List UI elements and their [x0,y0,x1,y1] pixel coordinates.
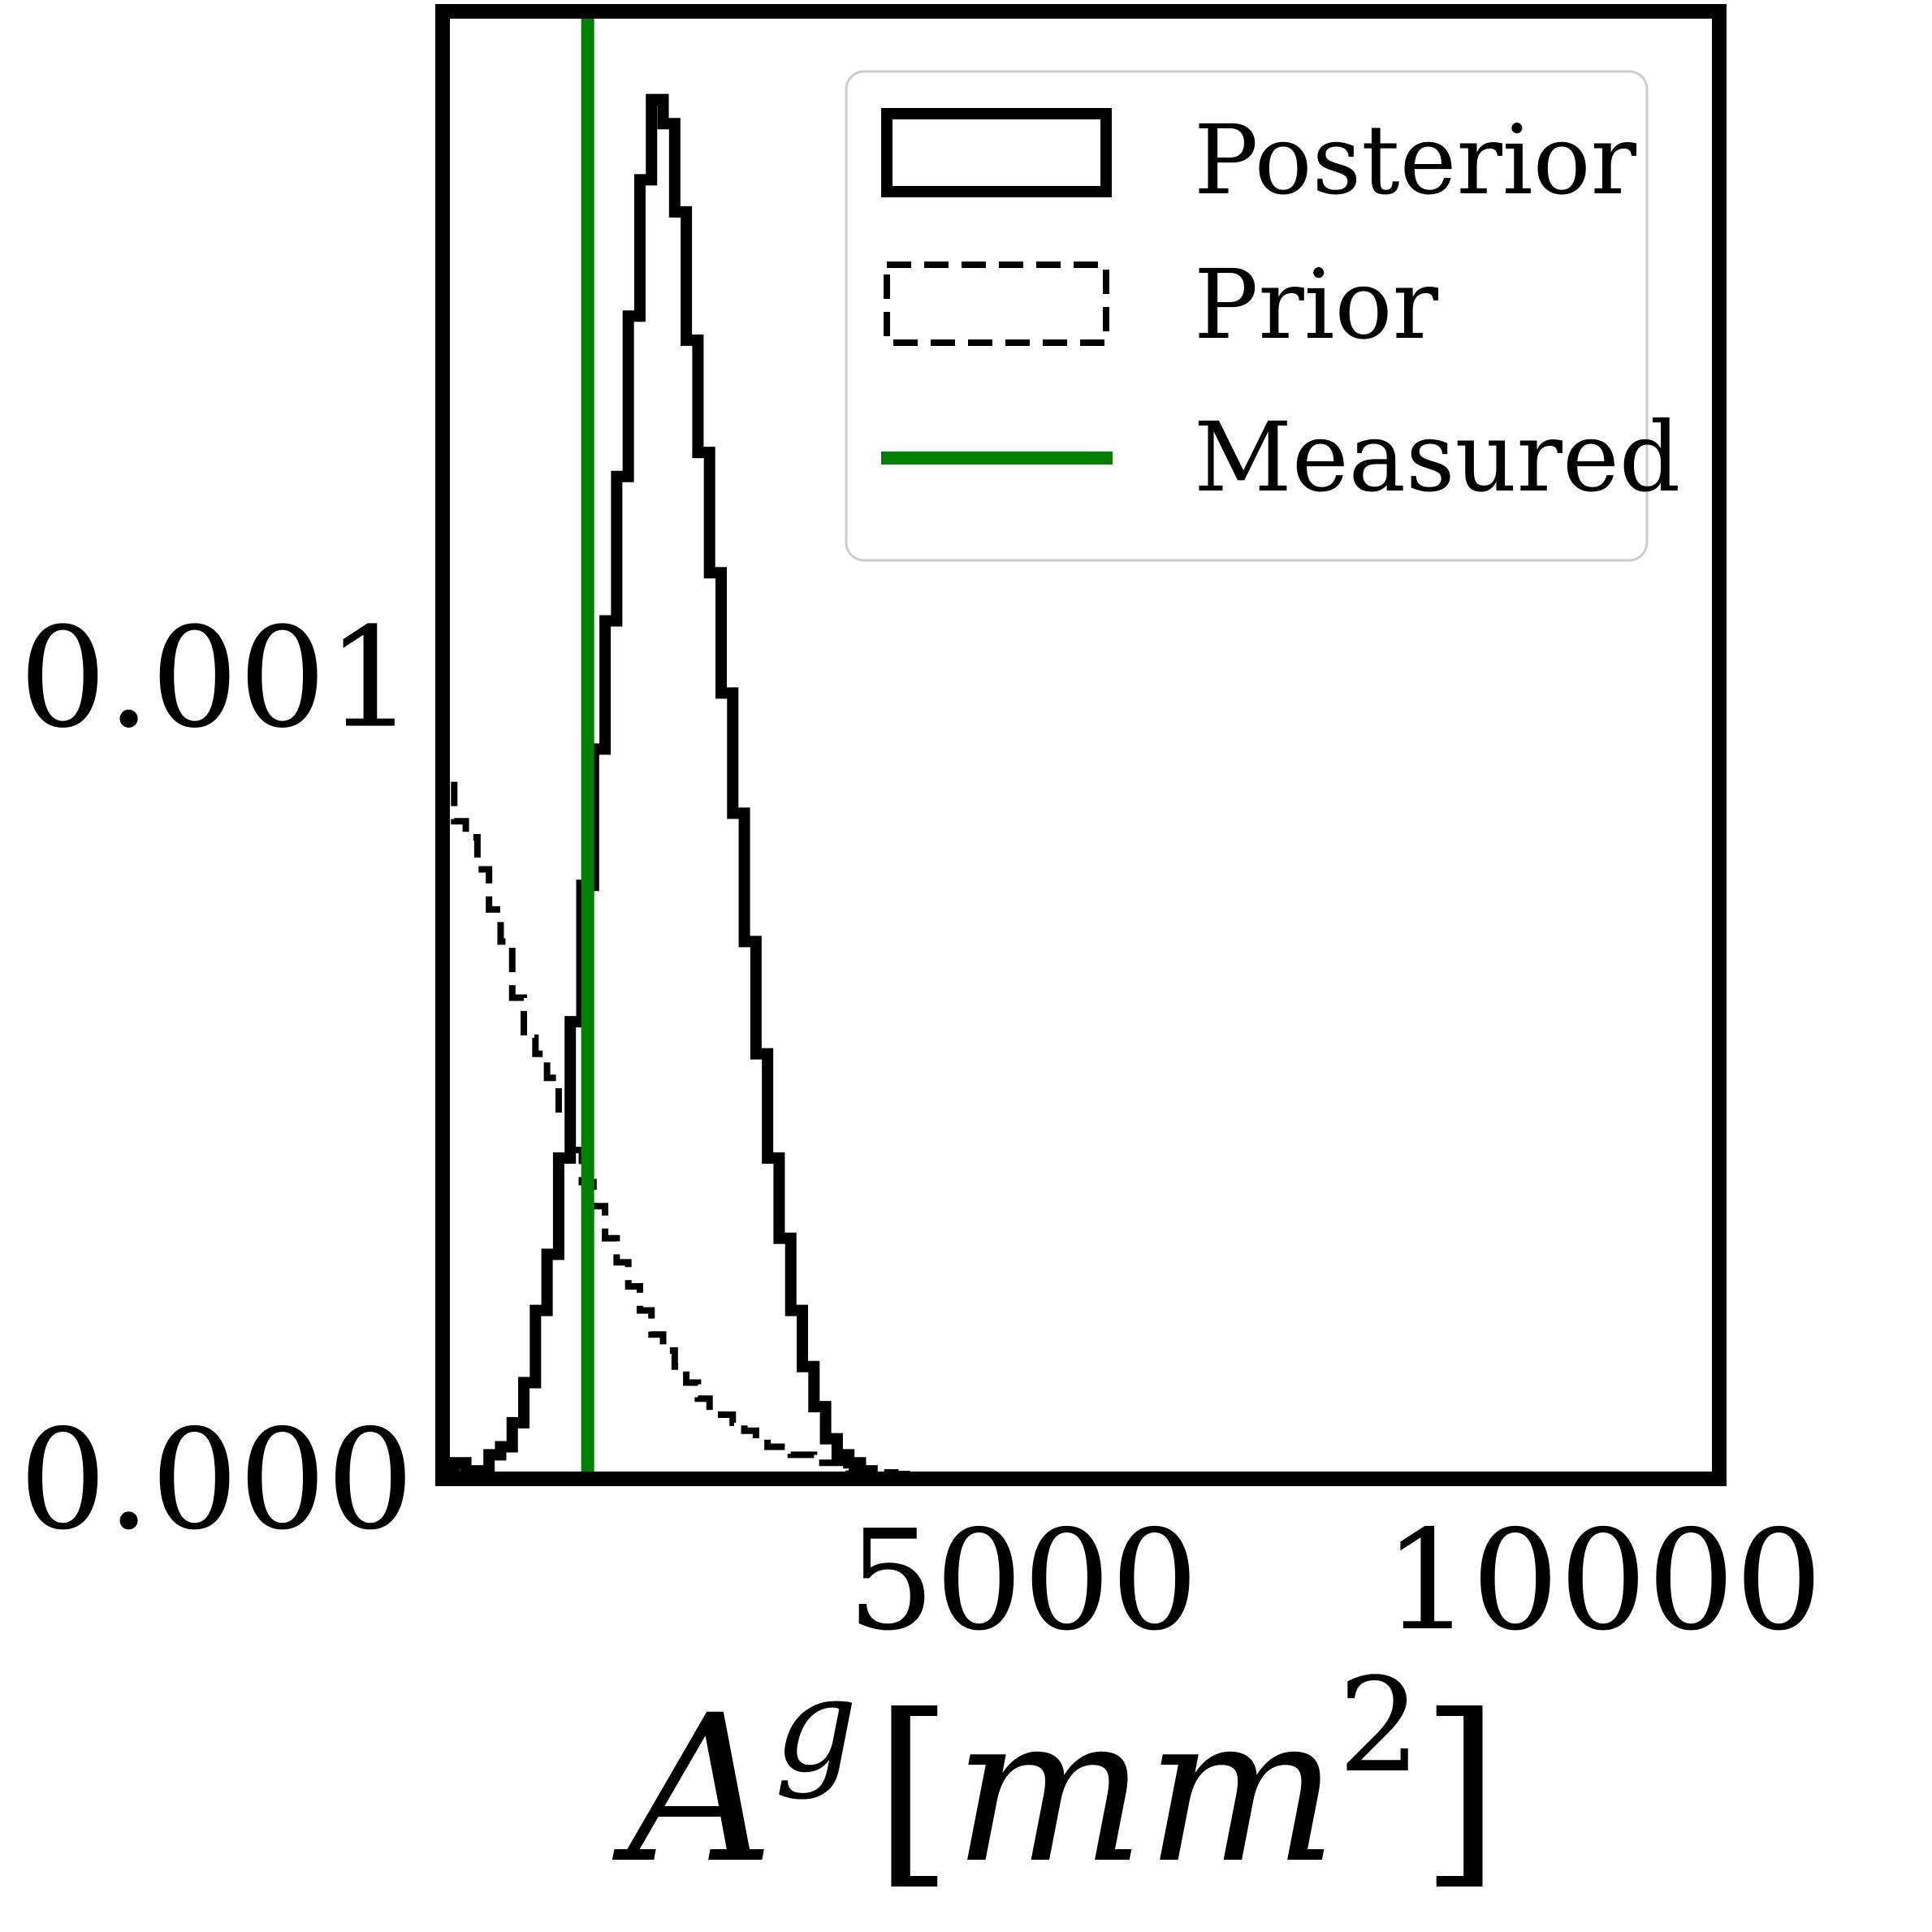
x-axis-label-unit: mm [953,1671,1338,1908]
legend-swatch-posterior [881,108,1112,197]
legend-label-prior: Prior [1194,249,1439,361]
legend: Posterior Prior Measured [845,70,1680,562]
series-prior [443,777,980,1479]
series-posterior [443,93,878,1479]
x-axis-label-unit-sup: 2 [1338,1649,1421,1801]
plot-frame [435,4,1727,1486]
x-axis-label-sup: g [775,1649,858,1801]
x-tick-label: 5000 [847,1501,1199,1662]
x-axis-label-open: [ [874,1671,953,1908]
x-axis-label-base: A [612,1671,775,1908]
legend-label-posterior: Posterior [1194,104,1637,216]
x-tick-label: 10000 [1384,1501,1823,1662]
x-axis-label: Ag[mm2] [612,1649,1500,1908]
x-axis-label-close: ] [1420,1671,1500,1908]
tick-labels: 5000 10000 0.000 0.001 [19,599,1822,1662]
y-tick-label: 0.001 [19,599,414,759]
y-tick-label: 0.000 [19,1400,414,1561]
legend-label-measured: Measured [1194,401,1680,513]
